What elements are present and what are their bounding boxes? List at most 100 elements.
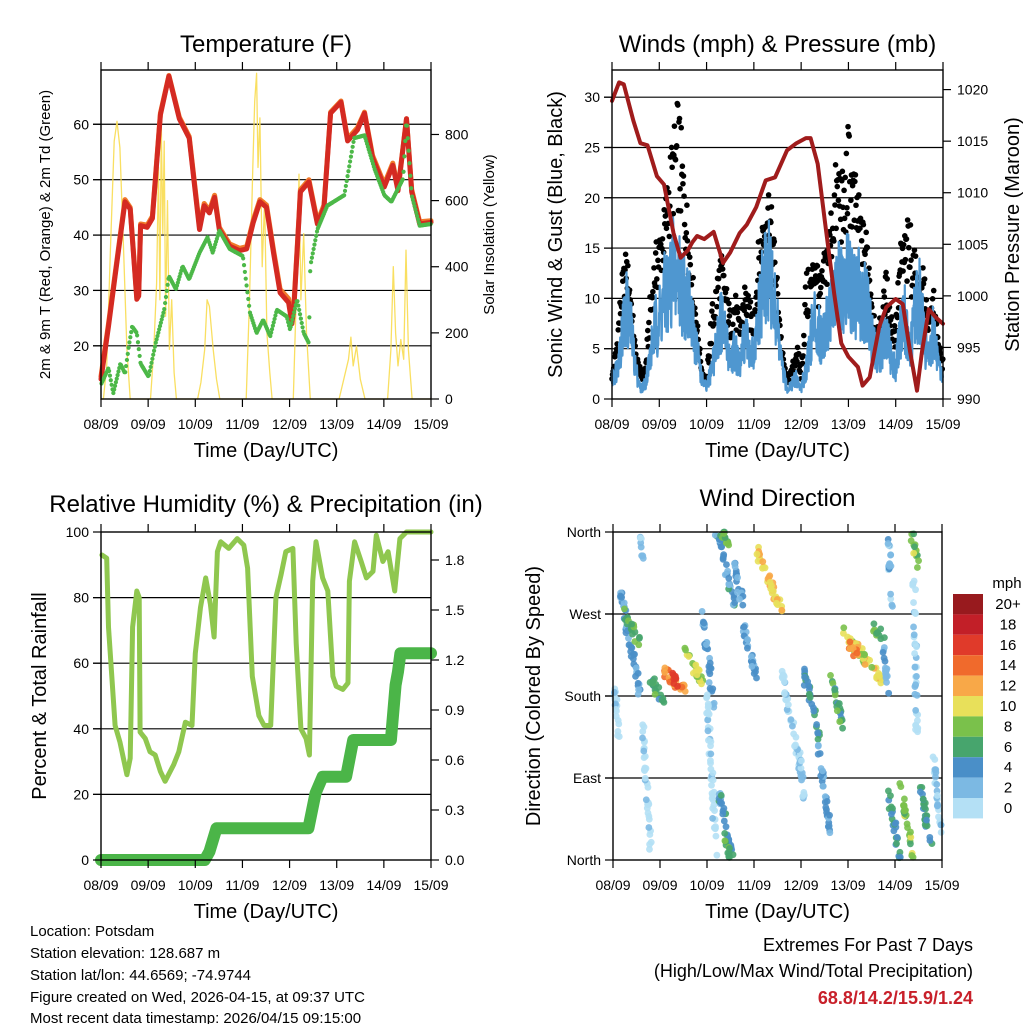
gust-point (774, 291, 781, 297)
dewpoint-point (412, 204, 417, 209)
gust-point (746, 304, 753, 311)
y-axis-title: Sonic Wind & Gust (Blue, Black) (545, 91, 567, 378)
direction-point (887, 792, 894, 800)
gust-point (694, 323, 701, 329)
direction-point (829, 680, 837, 687)
y-right-tick-label: 600 (445, 193, 469, 209)
dewpoint-point (401, 169, 406, 174)
gust-point (715, 275, 722, 282)
legend-swatch (953, 716, 983, 737)
gust-point (768, 204, 775, 210)
dewpoint-point (314, 233, 319, 238)
direction-point (913, 643, 920, 651)
gust-point (923, 296, 930, 303)
dewpoint-point (299, 320, 304, 326)
x-tick-label: 08/09 (595, 877, 630, 893)
gust-point (690, 274, 696, 281)
x-tick-label: 15/09 (925, 416, 960, 432)
legend-label: 16 (1000, 637, 1017, 654)
gust-point (860, 221, 867, 228)
direction-point (910, 549, 918, 557)
direction-point (937, 828, 945, 836)
direction-point (813, 721, 821, 728)
dewpoint-point (112, 387, 117, 392)
gust-point (726, 313, 733, 319)
x-tick-label: 11/09 (225, 877, 259, 893)
direction-point (910, 631, 918, 639)
gust-point (888, 314, 895, 320)
legend-swatch (953, 798, 983, 819)
direction-point (725, 853, 733, 861)
direction-point (632, 672, 639, 680)
direction-point (784, 701, 792, 709)
dewpoint-point (415, 213, 420, 219)
legend-swatch (953, 614, 983, 635)
direction-point (759, 558, 767, 566)
dewpoint-point (344, 178, 349, 184)
dewpoint-point (245, 290, 250, 295)
gust-point (905, 244, 912, 251)
gust-point (839, 168, 846, 175)
gust-point (792, 363, 799, 369)
dewpoint-point (400, 177, 405, 182)
gust-point (800, 332, 807, 339)
direction-point (814, 741, 822, 749)
y-axis-title: Direction (Colored By Speed) (523, 566, 545, 826)
panel-3: mph 20+ 18 16 14 12 10 8 6 4 2 0 08/09 09/09 10/09 11/0… (523, 485, 1022, 923)
dewpoint-point (135, 340, 141, 345)
dewpoint-point (404, 123, 410, 128)
gust-point (883, 269, 889, 276)
gust-point (684, 202, 690, 208)
direction-point (885, 689, 893, 697)
y-tick-label: 10 (584, 290, 600, 306)
dewpoint-point (311, 246, 316, 252)
direction-point (877, 625, 885, 633)
gust-point (895, 280, 901, 286)
direction-point (791, 742, 798, 750)
footer-latlon: Station lat/lon: 44.6569; -74.9744 (30, 967, 251, 984)
gust-point (849, 224, 855, 230)
dewpoint-point (112, 383, 118, 388)
direction-point (907, 833, 915, 841)
direction-point (768, 582, 775, 590)
x-tick-label: 15/09 (924, 877, 959, 893)
gust-point (715, 284, 721, 291)
dewpoint-point (406, 148, 411, 153)
dewpoint-point (116, 369, 121, 374)
gust-point (625, 262, 631, 269)
gust-point (904, 217, 911, 223)
gust-point (684, 238, 691, 244)
direction-point (912, 706, 920, 714)
direction-point (890, 827, 898, 835)
gust-point (679, 163, 686, 170)
dewpoint-point (147, 368, 152, 374)
direction-point (909, 581, 917, 589)
y-right-tick-label: 0.3 (445, 802, 465, 818)
x-tick-label: 10/09 (178, 416, 213, 432)
gust-point (709, 308, 715, 314)
gust-point (669, 164, 675, 171)
x-tick-label: 13/09 (319, 877, 354, 893)
dewpoint-point (408, 173, 413, 178)
dewpoint-point (243, 276, 248, 281)
direction-point (823, 806, 830, 814)
humidity-line (99, 529, 434, 784)
x-tick-label: 10/09 (178, 877, 213, 893)
direction-point (819, 767, 827, 775)
x-tick-label: 13/09 (830, 877, 865, 893)
direction-point (612, 706, 620, 713)
dewpoint-point (126, 345, 131, 350)
dewpoint-point (127, 340, 132, 345)
gust-point (894, 314, 901, 321)
dewpoint-point (160, 314, 165, 319)
dewpoint-point (159, 317, 164, 322)
direction-point (639, 552, 647, 560)
direction-point (639, 734, 646, 742)
direction-point (740, 623, 748, 631)
dewpoint-point (297, 312, 303, 317)
dewpoint-point (296, 303, 301, 308)
gust-point (771, 238, 778, 245)
x-tick-label: 08/09 (594, 416, 629, 432)
direction-point (682, 646, 689, 654)
legend-swatch (953, 696, 983, 717)
